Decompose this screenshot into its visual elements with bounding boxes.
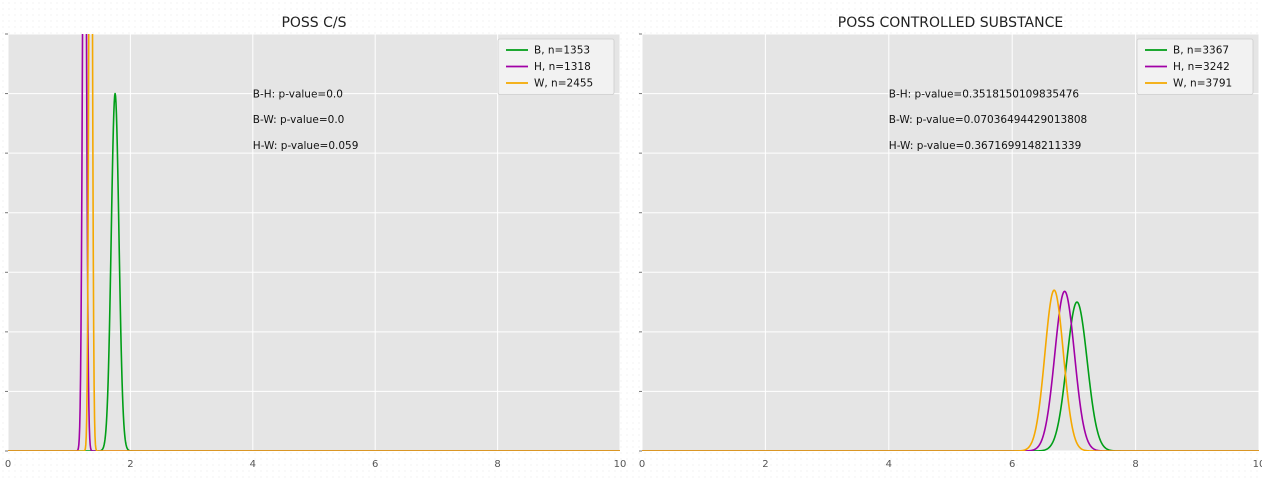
legend-label: W, n=3791 xyxy=(1173,78,1232,90)
x-tick-label: 10 xyxy=(1253,459,1262,470)
chart-title: POSS C/S xyxy=(281,15,346,31)
p-value-annotation: H-W: p-value=0.3671699148211339 xyxy=(889,140,1081,152)
x-tick-label: 0 xyxy=(639,459,645,470)
p-value-annotation: B-W: p-value=0.0 xyxy=(253,114,345,126)
x-tick-label: 2 xyxy=(762,459,768,470)
legend: B, n=1353 H, n=1318 W, n=2455 xyxy=(497,38,615,95)
series-line xyxy=(8,92,620,451)
legend-label: W, n=2455 xyxy=(534,78,593,90)
chart-2: 0 2 4 6 8 10 POSS CONTROLLED SUBSTANCE B-H: p-v… xyxy=(639,15,1262,470)
x-tick-label: 8 xyxy=(1132,459,1138,470)
x-tick-label: 0 xyxy=(5,459,11,470)
x-tick-label: 4 xyxy=(886,459,892,470)
x-tick-label: 6 xyxy=(1009,459,1015,470)
plot-area xyxy=(642,34,1259,451)
x-tick-label: 10 xyxy=(614,459,627,470)
legend: B, n=3367 H, n=3242 W, n=3791 xyxy=(1136,38,1254,95)
series-group xyxy=(8,34,620,451)
p-value-annotation: B-H: p-value=0.3518150109835476 xyxy=(889,89,1080,101)
x-tick-label: 2 xyxy=(127,459,133,470)
legend-box xyxy=(1136,38,1254,95)
p-value-annotation: H-W: p-value=0.059 xyxy=(253,140,359,152)
x-tick-label: 8 xyxy=(494,459,500,470)
chart-title: POSS CONTROLLED SUBSTANCE xyxy=(838,15,1063,31)
legend-label: H, n=1318 xyxy=(534,61,591,73)
p-value-annotation: B-H: p-value=0.0 xyxy=(253,89,343,101)
x-tick-label: 4 xyxy=(250,459,256,470)
legend-box xyxy=(497,38,615,95)
legend-label: B, n=1353 xyxy=(534,45,590,57)
chart-1: 0 2 4 6 8 10 POSS C/S B-H: p-value=0.0 B-W: p-va… xyxy=(5,15,627,470)
legend-label: B, n=3367 xyxy=(1173,45,1229,57)
x-tick-label: 6 xyxy=(372,459,378,470)
p-value-annotation: B-W: p-value=0.07036494429013808 xyxy=(889,114,1087,126)
legend-label: H, n=3242 xyxy=(1173,61,1230,73)
plot-area xyxy=(8,34,620,451)
